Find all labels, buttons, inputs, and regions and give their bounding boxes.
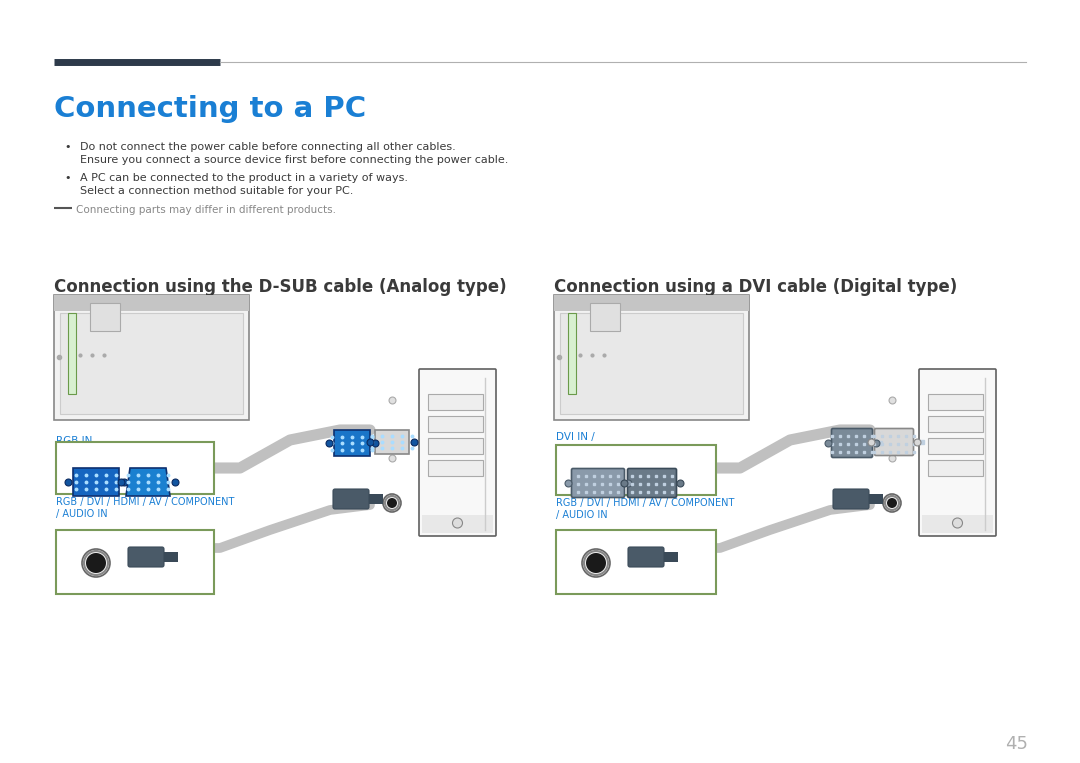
Bar [869,494,883,504]
Bar [56,530,214,594]
Circle shape [453,518,462,528]
Text: Ensure you connect a source device first before connecting the power cable.: Ensure you connect a source device first… [80,155,509,165]
FancyBboxPatch shape [919,369,996,536]
Text: DVI IN /
MAGICINFO IN: DVI IN / MAGICINFO IN [556,432,630,456]
Text: RGB IN: RGB IN [56,436,93,446]
FancyBboxPatch shape [333,489,369,509]
Circle shape [586,553,606,573]
Bar [664,552,678,562]
FancyBboxPatch shape [833,489,869,509]
FancyBboxPatch shape [627,468,676,497]
Text: Do not connect the power cable before connecting all other cables.: Do not connect the power cable before co… [80,142,456,152]
Text: Connecting parts may differ in different products.: Connecting parts may differ in different… [76,205,336,215]
FancyBboxPatch shape [419,369,496,536]
Circle shape [86,553,106,573]
Text: Connection using a DVI cable (Digital type): Connection using a DVI cable (Digital ty… [554,278,957,296]
Bar [928,460,983,476]
Text: RGB / DVI / HDMI / AV / COMPONENT
/ AUDIO IN: RGB / DVI / HDMI / AV / COMPONENT / AUDI… [56,497,234,520]
FancyBboxPatch shape [832,429,873,458]
FancyBboxPatch shape [571,468,624,497]
Bar [90,303,120,331]
Bar [428,460,483,476]
Bar [369,494,383,504]
Circle shape [582,549,610,577]
Bar [568,313,576,394]
Bar [68,313,76,394]
Bar [928,394,983,410]
Text: •: • [64,173,70,183]
Text: A PC can be connected to the product in a variety of ways.: A PC can be connected to the product in … [80,173,408,183]
Polygon shape [375,430,409,454]
FancyBboxPatch shape [627,547,664,567]
Circle shape [387,498,397,508]
Bar [590,303,620,331]
Text: •: • [64,142,70,152]
Bar [60,313,243,414]
Text: Connecting to a PC: Connecting to a PC [54,95,366,123]
FancyBboxPatch shape [554,295,750,420]
Bar [554,295,750,311]
Polygon shape [126,468,170,496]
Circle shape [953,518,962,528]
Circle shape [82,549,110,577]
Bar [428,416,483,432]
Bar [556,530,716,594]
Bar [428,394,483,410]
Text: Connection using the D-SUB cable (Analog type): Connection using the D-SUB cable (Analog… [54,278,507,296]
Circle shape [383,494,401,512]
Text: 45: 45 [1005,735,1028,753]
Bar [922,515,993,533]
Bar [556,445,716,495]
Bar [928,416,983,432]
Polygon shape [334,430,370,456]
Polygon shape [73,468,119,496]
FancyBboxPatch shape [129,547,164,567]
Bar [54,295,249,311]
Bar [422,515,492,533]
FancyBboxPatch shape [54,295,249,420]
FancyBboxPatch shape [875,429,914,456]
Text: Select a connection method suitable for your PC.: Select a connection method suitable for … [80,186,353,196]
Bar [561,313,743,414]
Bar [56,442,214,494]
Text: RGB / DVI / HDMI / AV / COMPONENT
/ AUDIO IN: RGB / DVI / HDMI / AV / COMPONENT / AUDI… [556,498,734,520]
Bar [928,438,983,454]
Bar [164,552,178,562]
Circle shape [883,494,901,512]
Circle shape [887,498,897,508]
Bar [428,438,483,454]
